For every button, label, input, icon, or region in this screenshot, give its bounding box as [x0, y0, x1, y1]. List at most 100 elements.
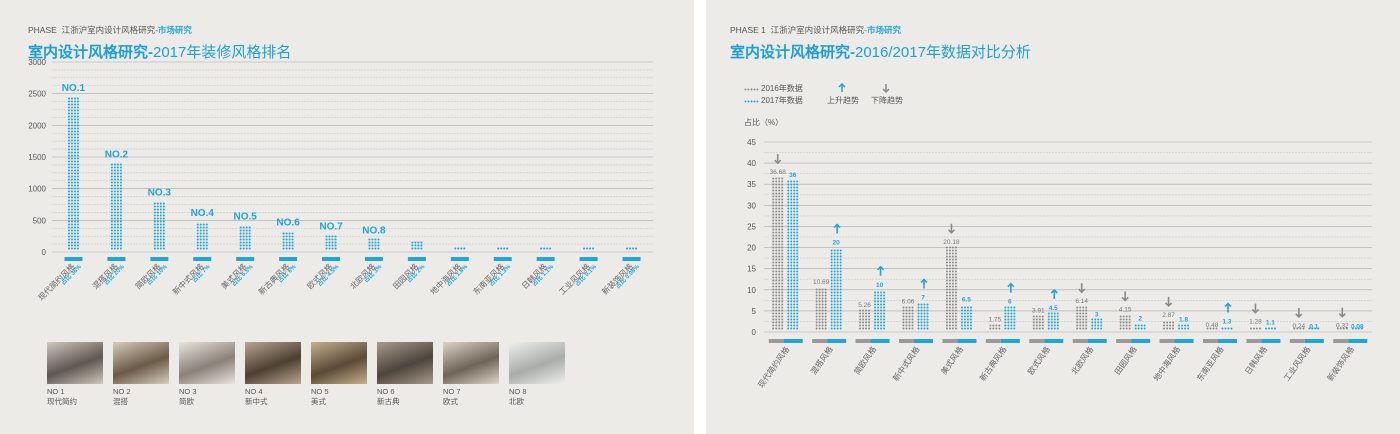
- bar: [368, 238, 380, 250]
- phase-accent: 市场研究: [866, 25, 901, 35]
- value-label-2016: 2.87: [1162, 312, 1175, 319]
- trend-down-icon: [1338, 307, 1346, 318]
- base-marker-2017: [1000, 339, 1020, 343]
- phase-prefix: PHASE 1: [730, 25, 766, 35]
- base-marker-2016: [1333, 339, 1349, 343]
- legend-2016-label: 2016年数据: [761, 83, 803, 93]
- value-label-2017: 4.5: [1049, 305, 1058, 312]
- y-tick-label: 2000: [28, 121, 46, 130]
- thumbnail-image: [443, 342, 499, 384]
- thumbnail-rank: NO 6: [377, 387, 395, 396]
- bar: [325, 235, 337, 250]
- x-tick-label: 北欧风格: [1069, 344, 1096, 376]
- y-tick-label: 25: [747, 222, 756, 231]
- trend-up-icon: [1224, 302, 1232, 313]
- y-tick-label: 45: [747, 138, 756, 147]
- bar-2016: [945, 246, 957, 330]
- y-tick-label: 0: [42, 248, 47, 257]
- base-marker-2016: [1289, 339, 1305, 343]
- thumbnail-rank: NO 2: [113, 387, 131, 396]
- bar-2016: [1163, 321, 1175, 330]
- bar-base-marker: [107, 257, 126, 261]
- rank-label: NO.5: [234, 211, 258, 222]
- base-marker-2016: [899, 339, 914, 343]
- bar-2017: [1221, 327, 1233, 330]
- value-label-2016: 0.48: [1206, 322, 1219, 329]
- thumbnail-caption: NO 2 混搭: [113, 387, 131, 407]
- base-marker-2017: [1261, 339, 1281, 343]
- y-tick-label: 35: [747, 180, 756, 189]
- bar-2016: [1032, 315, 1044, 330]
- trend-down-icon: [1121, 291, 1129, 302]
- rank-label: NO.4: [191, 208, 215, 219]
- y-tick-label: 30: [747, 201, 756, 210]
- bar-2017: [787, 180, 799, 330]
- bar: [196, 223, 208, 250]
- legend-up-label: 上升趋势: [827, 95, 859, 105]
- thumbnail-caption: NO 3 简欧: [179, 387, 197, 407]
- x-tick-label: 欧式风格: [1025, 344, 1052, 376]
- bar-2017: [1264, 327, 1276, 330]
- value-label-2016: 6.06: [902, 298, 915, 305]
- x-tick-label: 混搭风格: [808, 344, 835, 376]
- value-label-2016: 0.32: [1336, 323, 1349, 330]
- phase-header: PHASE 江浙沪室内设计风格研究-市场研究: [28, 24, 192, 36]
- rank-label: NO.2: [105, 149, 129, 160]
- y-tick-label: 3000: [28, 58, 46, 67]
- bar: [625, 247, 638, 250]
- value-label-2017: 2: [1138, 316, 1142, 323]
- phase-prefix: PHASE: [28, 25, 57, 35]
- thumbnail-caption: NO 6 新古典: [377, 387, 400, 407]
- base-marker-2016: [812, 339, 828, 343]
- bar: [153, 202, 165, 250]
- bar-base-marker: [322, 257, 341, 261]
- value-label-2016: 1.75: [989, 317, 1002, 324]
- base-marker-2016: [1159, 339, 1175, 343]
- bar: [239, 226, 251, 250]
- bar-2016: [1206, 327, 1218, 330]
- y-tick-label: 10: [747, 286, 756, 295]
- up-arrow-icon: [838, 82, 846, 92]
- base-marker-2017: [1087, 339, 1107, 343]
- title-bold: 室内设计风格研究-: [730, 44, 855, 61]
- base-marker-2016: [942, 339, 958, 343]
- value-label-2016: 20.18: [943, 239, 960, 246]
- value-label-2016: 3.91: [1032, 307, 1045, 314]
- thumbnail-caption: NO 7 欧式: [443, 387, 461, 407]
- value-label-2017: 6: [1008, 299, 1012, 306]
- value-label-2017: 7: [921, 294, 925, 301]
- bar-2017: [1134, 324, 1146, 330]
- thumbnail-image: [245, 342, 301, 384]
- legend-down-label: 下降趋势: [871, 95, 903, 105]
- thumbnail-caption: NO 8 北欧: [509, 387, 527, 407]
- trend-up-icon: [833, 223, 841, 234]
- rank-label: NO.3: [148, 187, 172, 198]
- base-marker-2016: [1116, 339, 1132, 343]
- y-tick-label: 20: [747, 244, 756, 253]
- thumbnail-style: 现代简约: [47, 397, 77, 406]
- base-marker-2017: [957, 339, 977, 343]
- value-label-2016: 10.69: [813, 279, 830, 286]
- bar-2016: [1249, 327, 1261, 330]
- phase-accent: 市场研究: [157, 25, 192, 35]
- down-arrow-icon: [882, 84, 890, 94]
- legend-2017-swatch: [744, 100, 759, 103]
- bar-base-marker: [193, 257, 212, 261]
- base-marker-2017: [1044, 339, 1064, 343]
- value-label-2017: 0.08: [1351, 324, 1364, 331]
- comparison-panel: PHASE 1 江浙沪室内设计风格研究-市场研究 室内设计风格研究-2016/2…: [706, 0, 1400, 434]
- base-marker-2017: [1304, 339, 1324, 343]
- bar-2016: [1293, 327, 1305, 330]
- bar-2017: [1308, 327, 1320, 330]
- thumbnail-rank: NO 4: [245, 387, 263, 396]
- x-tick-label: 日韩风格: [1243, 344, 1270, 376]
- bar-2017: [874, 291, 886, 330]
- thumbnail-image: [509, 342, 565, 384]
- bar: [583, 247, 595, 250]
- bar-base-marker: [622, 257, 641, 261]
- bar-2016: [1119, 315, 1131, 330]
- x-tick-label: 东南亚风格: [1195, 344, 1226, 383]
